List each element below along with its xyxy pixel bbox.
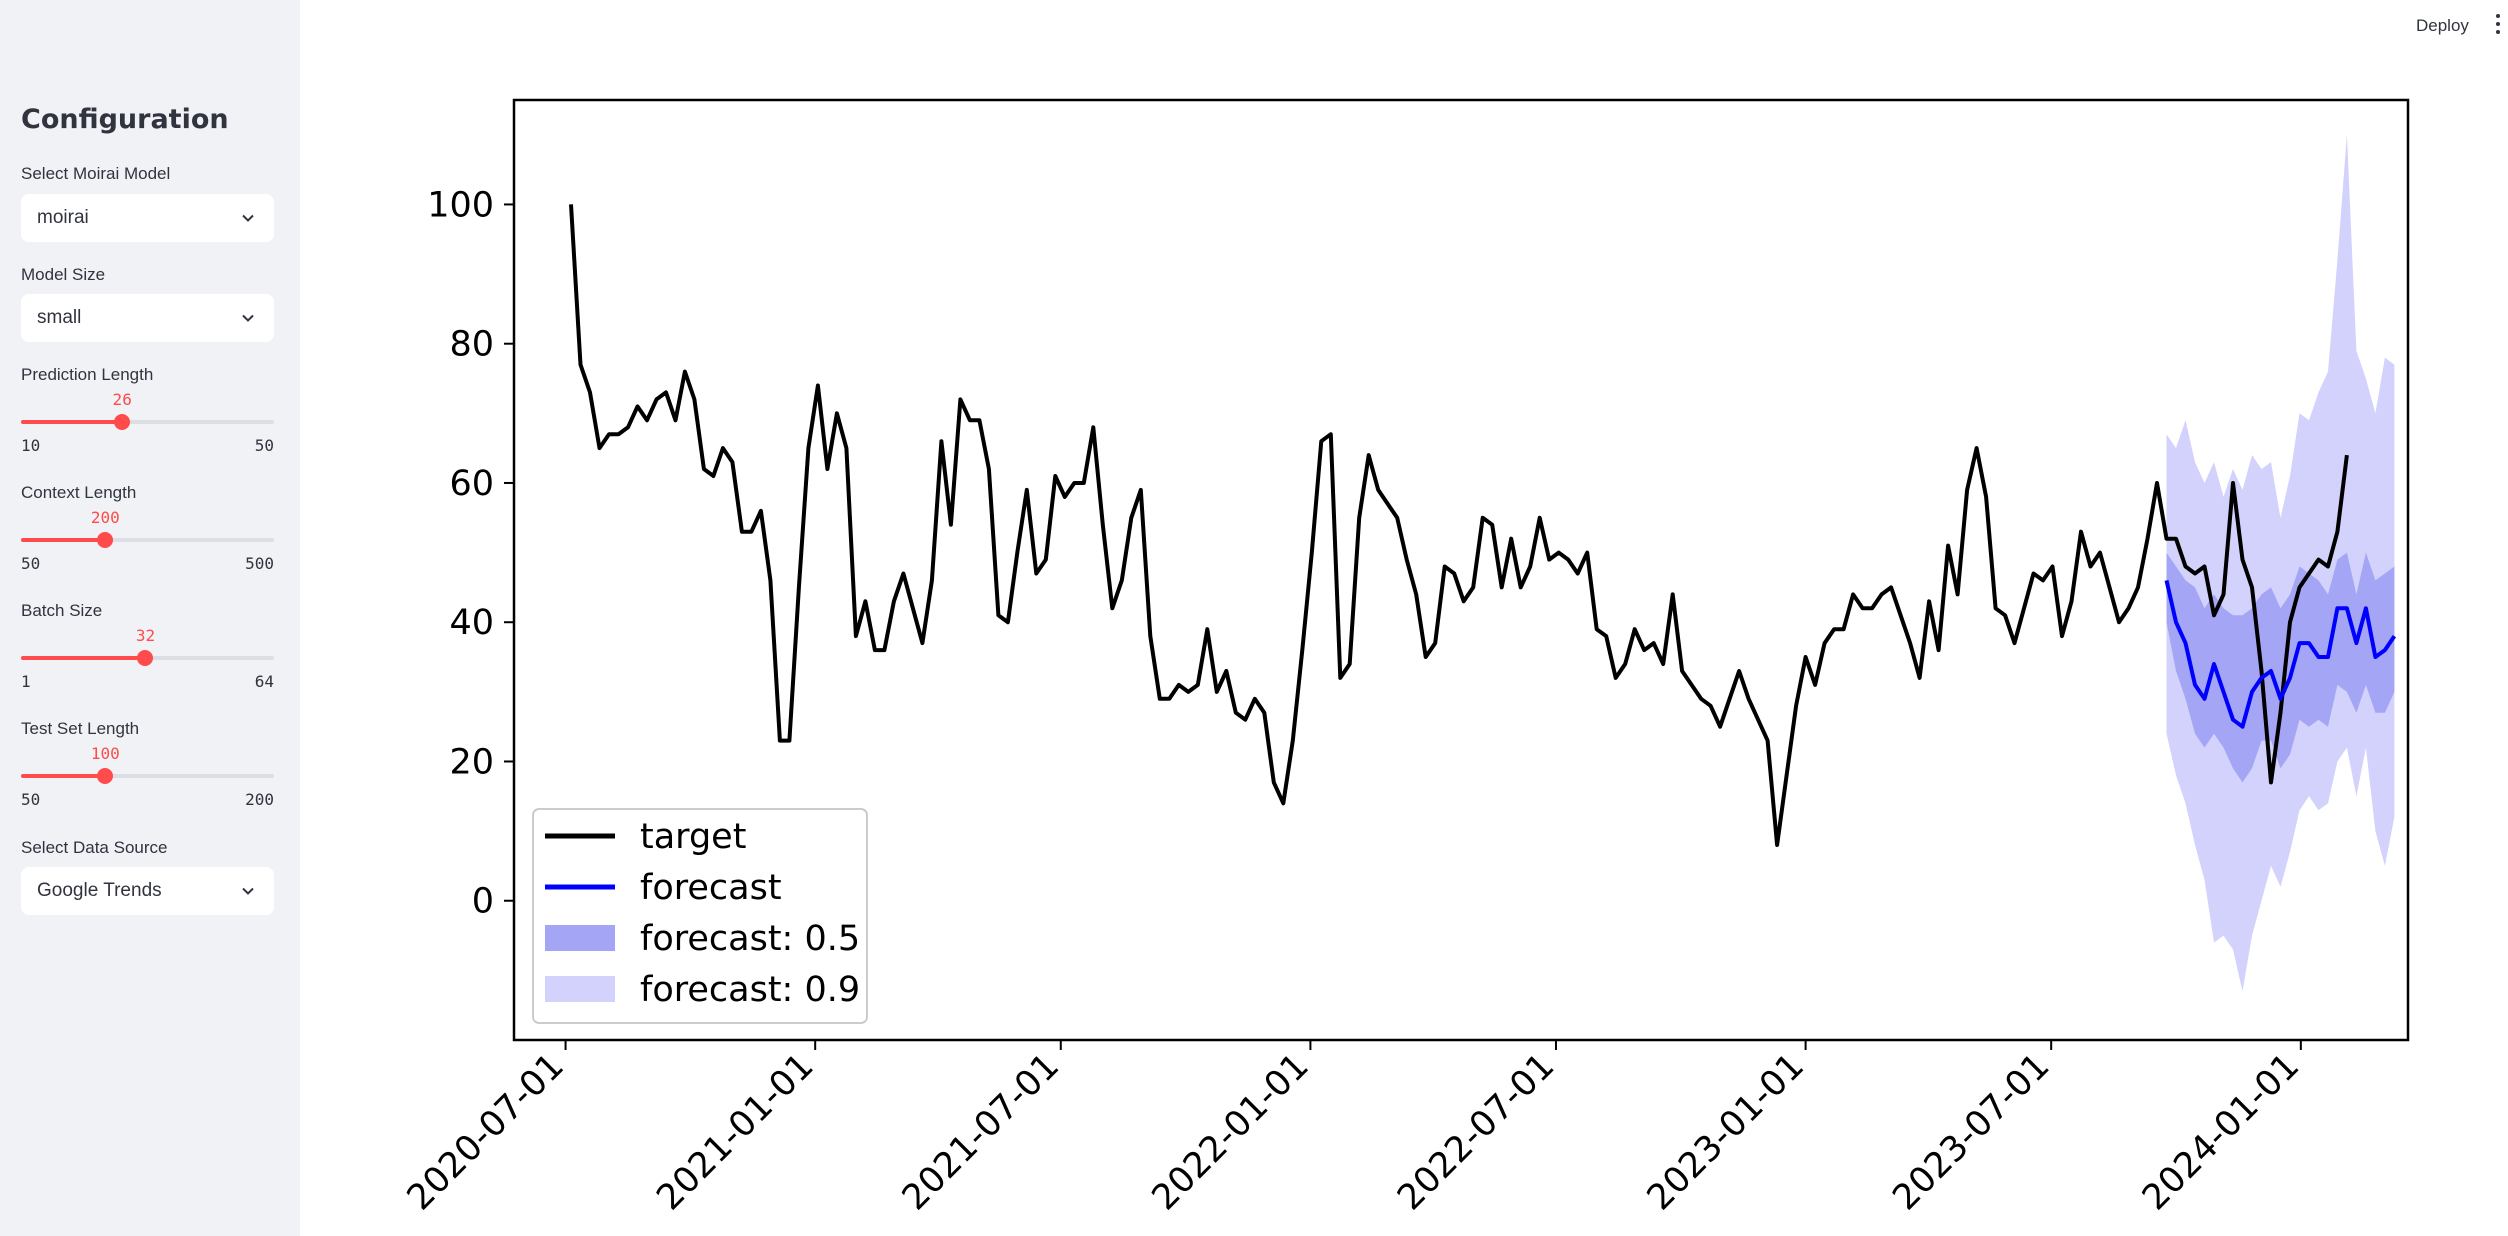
deploy-button[interactable]: Deploy	[2416, 16, 2469, 35]
legend-swatch	[545, 976, 615, 1002]
slider-min: 10	[21, 436, 41, 455]
context-length-slider[interactable]: 200 50 500	[21, 500, 274, 573]
slider-max: 50	[254, 436, 274, 455]
slider-thumb[interactable]	[97, 532, 114, 548]
slider-thumb[interactable]	[97, 768, 114, 784]
x-tick-label: 2023-07-01	[1885, 1046, 2057, 1218]
model-select[interactable]: moirai	[21, 194, 274, 242]
chevron-down-icon	[242, 314, 254, 322]
data-source-select[interactable]: Google Trends	[21, 867, 274, 915]
prediction-length-slider[interactable]: 26 10 50	[21, 382, 274, 455]
y-tick-label: 80	[449, 325, 494, 365]
size-select-value: small	[37, 307, 82, 328]
slider-thumb[interactable]	[114, 414, 131, 430]
model-select-value: moirai	[37, 207, 89, 228]
slider-max: 64	[254, 672, 274, 691]
slider-thumb[interactable]	[137, 650, 154, 666]
forecast-band-90	[2166, 134, 2395, 992]
size-select-label: Model Size	[21, 265, 106, 284]
slider-max: 200	[245, 790, 274, 809]
forecast-chart: 0 20 40 60 80 100 2020-07-01 2021-01-01 2021-07-…	[400, 98, 2410, 1218]
x-tick-label: 2021-07-01	[895, 1046, 1067, 1218]
x-tick-label: 2023-01-01	[1640, 1046, 1812, 1218]
plot-frame	[512, 98, 2410, 1042]
slider-value: 200	[90, 508, 120, 527]
test-set-length-slider[interactable]: 100 50 200	[21, 736, 274, 809]
slider-max: 500	[245, 554, 274, 573]
legend-box	[532, 808, 868, 1024]
y-tick-label: 100	[427, 185, 494, 225]
batch-size-label: Batch Size	[21, 601, 103, 620]
y-tick-label: 40	[449, 603, 494, 643]
x-tick-label: 2020-07-01	[400, 1046, 572, 1218]
data-source-label: Select Data Source	[21, 838, 168, 857]
y-tick-label: 60	[449, 464, 494, 504]
size-select[interactable]: small	[21, 294, 274, 342]
slider-fill	[21, 656, 146, 660]
y-tick-label: 20	[449, 742, 494, 782]
legend-label: forecast: 0.9	[640, 970, 860, 1010]
slider-track[interactable]	[21, 774, 274, 778]
slider-fill	[21, 538, 106, 542]
slider-min: 50	[21, 554, 41, 573]
legend-label: forecast: 0.5	[640, 919, 860, 959]
model-select-label: Select Moirai Model	[21, 164, 171, 183]
chart-legend: target forecast forecast: 0.5 forecast: 0.9	[532, 808, 868, 1024]
slider-track[interactable]	[21, 420, 274, 424]
chevron-down-icon	[242, 887, 254, 895]
forecast-line	[2164, 579, 2397, 729]
prediction-length-label: Prediction Length	[21, 365, 154, 384]
sidebar-title: Configuration	[21, 104, 229, 135]
slider-fill	[21, 774, 106, 778]
slider-track[interactable]	[21, 538, 274, 542]
test-set-length-label: Test Set Length	[21, 719, 140, 738]
slider-value: 32	[135, 626, 156, 645]
data-source-value: Google Trends	[37, 880, 162, 901]
slider-fill	[21, 420, 123, 424]
y-tick-label: 0	[472, 882, 494, 922]
legend-label: target	[640, 817, 746, 857]
x-tick-label: 2021-01-01	[649, 1046, 821, 1218]
slider-value: 26	[112, 390, 132, 409]
main-menu-icon[interactable]	[2494, 14, 2502, 40]
sidebar: Configuration Select Moirai Model moirai…	[0, 0, 300, 1236]
legend-swatch	[545, 925, 615, 951]
legend-label: forecast	[640, 868, 782, 908]
x-tick-label: 2022-01-01	[1145, 1046, 1317, 1218]
context-length-label: Context Length	[21, 483, 137, 502]
slider-min: 50	[21, 790, 41, 809]
x-tick-label: 2022-07-01	[1390, 1046, 1562, 1218]
batch-size-slider[interactable]: 32 1 64	[21, 618, 274, 691]
slider-value: 100	[90, 744, 120, 763]
slider-min: 1	[21, 672, 31, 691]
x-tick-label: 2024-01-01	[2135, 1046, 2307, 1218]
target-line	[569, 204, 2349, 847]
chevron-down-icon	[242, 214, 254, 222]
